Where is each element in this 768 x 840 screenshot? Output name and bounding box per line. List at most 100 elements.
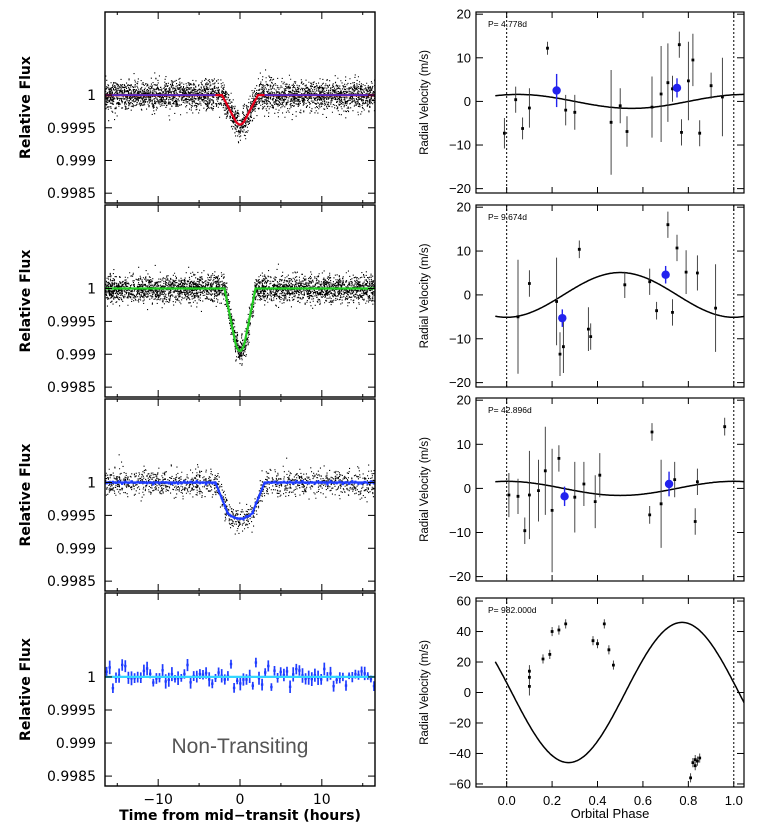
y-tick-label: 10 [457,50,471,65]
panel-frame [475,597,745,788]
x-tick-label: 0.6 [634,793,652,808]
y-tick-label: 0.999 [56,541,96,557]
x-tick-label: 0.0 [498,793,516,808]
y-tick-label: −60 [449,776,471,791]
x-tick-label: 0 [236,792,245,808]
panel-frame [104,204,376,398]
y-tick-label: −40 [449,746,471,761]
plot-area [495,398,744,581]
plot-area [105,69,375,144]
y-tick-label: 0.9995 [47,121,96,137]
x-axis-label: Time from mid−transit (hours) [119,808,361,824]
panel-frame [475,397,745,582]
x-tick-label: 10 [313,792,331,808]
y-tick-label: −10 [449,331,471,346]
panel-frame [475,204,745,388]
data-points [105,454,375,535]
x-tick-label: 1.0 [725,793,743,808]
y-tick-label: 1 [87,670,96,686]
binned-rv-point [558,313,567,323]
period-label: P= 42.896d [488,405,532,415]
binned-rv-point [560,492,569,501]
y-tick-label: 60 [457,594,471,609]
rv-points [507,425,727,533]
y-tick-label: 20 [457,7,471,22]
y-tick-label: 0 [464,94,471,109]
y-tick-label: 20 [457,200,471,215]
period-label: P= 982.000d [488,605,537,615]
x-tick-label: −10 [143,792,173,808]
y-tick-label: −20 [449,181,471,196]
y-tick-label: 1 [87,476,96,492]
rv-model-curve [495,480,744,497]
y-tick-label: 0.999 [56,736,96,752]
y-tick-label: 0.9985 [47,574,96,590]
transit-model-line [105,481,375,520]
rv-points [528,622,702,780]
y-tick-label: 10 [457,437,471,452]
y-axis-label: Radial Velocity (m/s) [419,640,431,745]
flux-panel: 1 0.9995 0.999 0.9985 Relative Flux [18,204,376,398]
y-tick-label: 10 [457,244,471,259]
y-axis-label: Relative Flux [18,250,34,353]
binned-rv-point [672,83,682,93]
rv-panel: 20 10 0 −10 −20 P= 9.674d Radial Velocity (m/s… [419,200,745,390]
y-tick-label: 0.9995 [47,703,96,719]
binned-error-bars [105,657,375,693]
binned-points [105,480,375,521]
rv-error-bars [503,31,723,175]
y-tick-label: 0.9985 [47,769,96,785]
rv-panel: 20 10 0 −10 −20 P= 42.896d Radial Velocity (m/… [419,393,745,584]
y-tick-label: 0.9985 [47,186,96,202]
plot-area [495,12,744,193]
y-tick-label: 1 [87,282,96,298]
y-tick-label: 0.999 [56,153,96,169]
y-tick-label: 0.9995 [47,508,96,524]
panel-frame [104,398,376,592]
y-tick-label: −10 [449,525,471,540]
y-tick-label: −20 [449,569,471,584]
plot-area [105,263,375,366]
y-axis-label: Radial Velocity (m/s) [419,243,431,348]
y-tick-label: 0.9995 [47,314,96,330]
period-label: P= 4.778d [488,19,527,29]
y-tick-label: −20 [449,715,471,730]
binned-rv-point [552,86,561,95]
y-tick-label: 0.9985 [47,380,96,396]
y-tick-label: 20 [457,655,471,670]
plot-area [105,657,375,693]
plot-area [105,454,375,535]
rv-model-curve [495,271,744,319]
rv-model-curve [494,621,744,764]
plot-area [494,598,744,787]
period-label: P= 9.674d [488,212,527,222]
y-tick-label: 0.999 [56,347,96,363]
y-tick-label: −10 [449,138,471,153]
binned-rv-point [661,270,670,279]
x-axis-label: Orbital Phase [571,806,650,821]
y-axis-label: Relative Flux [18,444,34,547]
flux-panel: 1 0.9995 0.999 0.9985 Relative Flux [18,11,376,204]
y-tick-label: 40 [457,624,471,639]
plot-area [495,205,744,387]
y-axis-label: Relative Flux [18,638,34,741]
x-tick-label: 0.2 [543,793,561,808]
y-axis-label: Relative Flux [18,56,34,159]
x-tick-label: 0.4 [588,793,606,808]
y-tick-label: 0 [464,685,471,700]
y-tick-label: 0 [464,287,471,302]
binned-points [105,661,375,690]
flux-panel: 1 0.9995 0.999 0.9985 Relative Flux [18,398,376,592]
rv-panel: 60 40 20 0 −20 −40 −60 P= 982.000d Radial Veloci… [419,594,745,821]
transit-model-line [105,287,375,353]
rv-points [516,223,717,356]
rv-points [503,43,724,135]
flux-panel: 1 0.9995 0.999 0.9985 Relative Flux Non-Trans… [18,592,376,824]
y-tick-label: −20 [449,375,471,390]
y-tick-label: 20 [457,393,471,408]
x-tick-label: 0.8 [679,793,697,808]
y-tick-label: 0 [464,481,471,496]
y-axis-label: Radial Velocity (m/s) [419,437,431,542]
binned-rv-point [664,479,674,489]
